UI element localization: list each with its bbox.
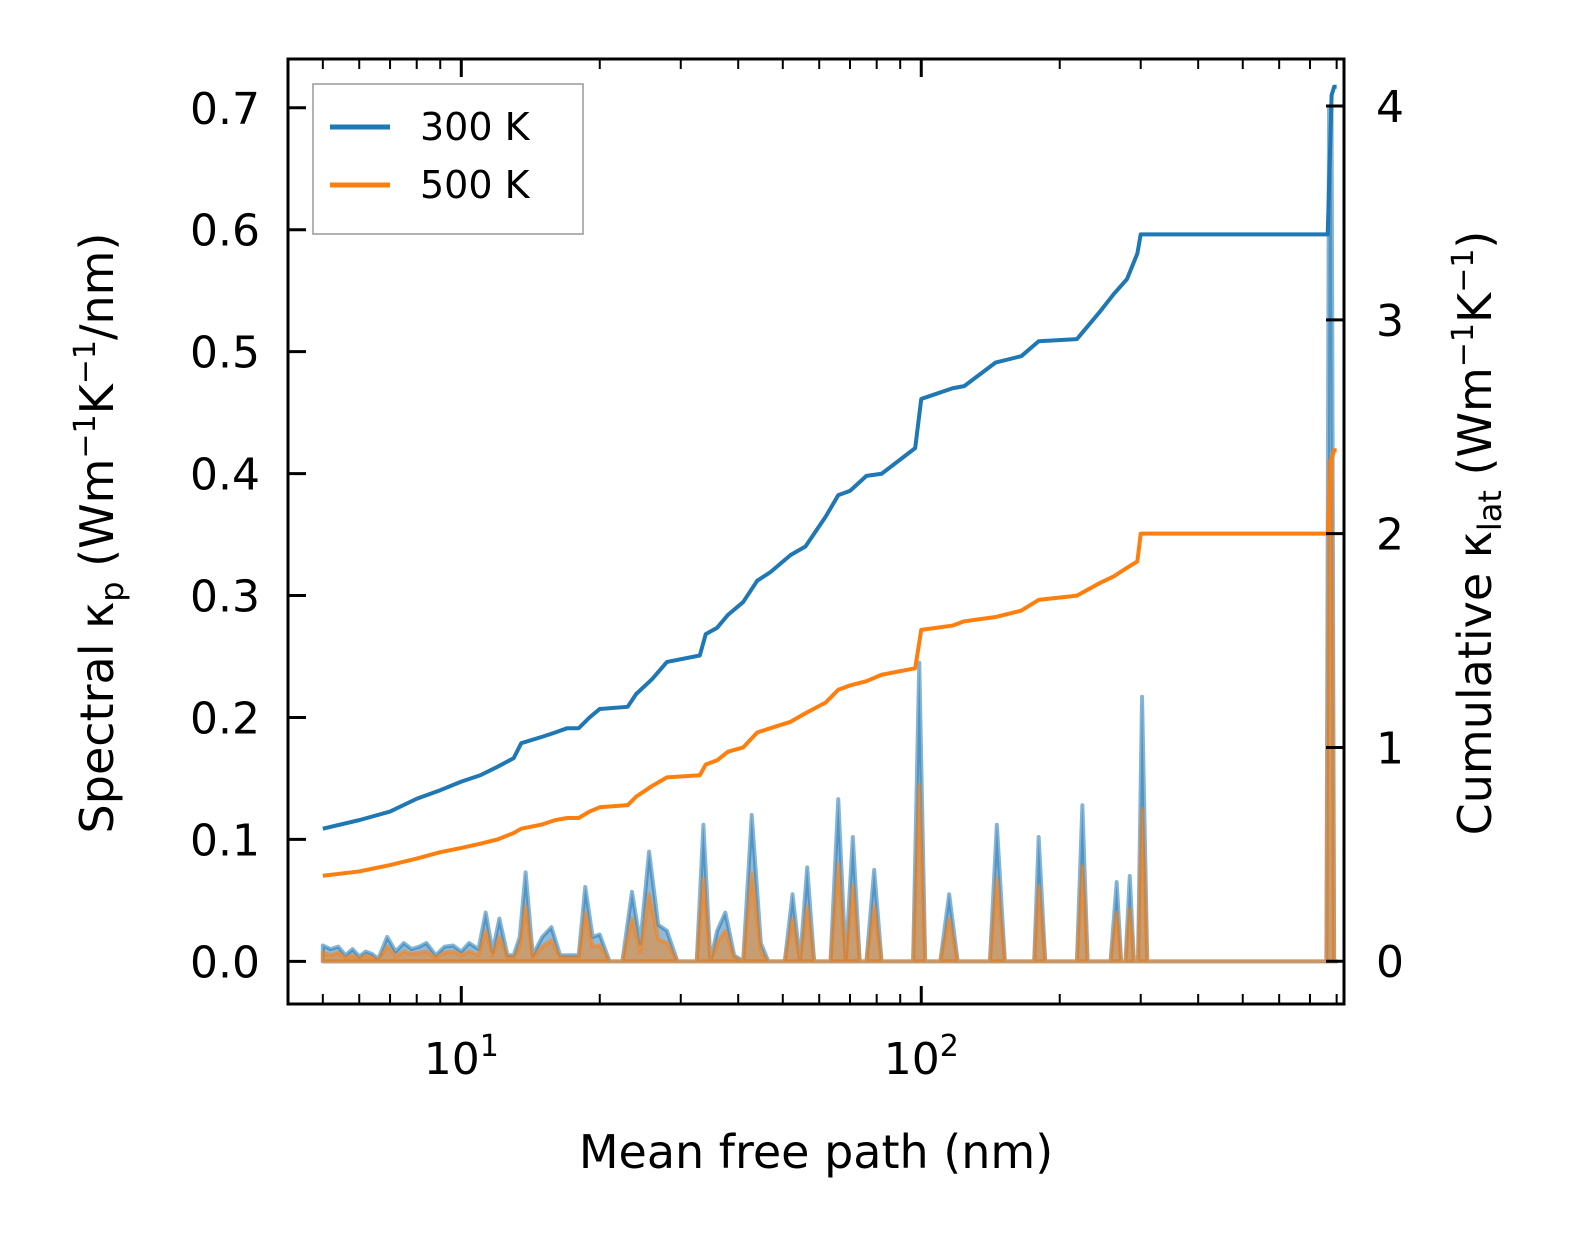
y-left-tick-label: 0.5 bbox=[190, 328, 260, 379]
y-left-tick-label: 0.3 bbox=[190, 572, 260, 623]
x-tick-label-10-1: 101 bbox=[424, 1029, 499, 1085]
plot-frame bbox=[286, 57, 1346, 1006]
y-right-tick-label: 4 bbox=[1376, 82, 1404, 133]
legend-label-300k: 300 K bbox=[420, 105, 531, 149]
y-right-axis-label: Cumulative κlat (Wm−1K−1) bbox=[1446, 231, 1509, 836]
y-right-tick-label: 3 bbox=[1376, 296, 1404, 347]
y-left-axis-label: Spectral κp (Wm−1K−1/nm) bbox=[68, 233, 131, 834]
legend-frame bbox=[312, 83, 584, 235]
y-left-tick-label: 0.2 bbox=[190, 693, 260, 744]
y-right-tick-label: 2 bbox=[1376, 510, 1404, 561]
cumulative-line-300k bbox=[322, 84, 1337, 831]
y-left-tick-label: 0.0 bbox=[190, 937, 260, 988]
spectral-area-500k bbox=[320, 459, 1339, 964]
cumulative-line-500k bbox=[322, 448, 1337, 878]
legend-label-500k: 500 K bbox=[420, 163, 531, 207]
y-left-tick-label: 0.4 bbox=[190, 450, 260, 501]
x-tick-label-10-2: 102 bbox=[884, 1029, 959, 1085]
x-axis-label: Mean free path (nm) bbox=[579, 1125, 1053, 1179]
y-left-tick-label: 0.6 bbox=[190, 206, 260, 257]
y-right-tick-label: 0 bbox=[1376, 937, 1404, 988]
plot-area bbox=[320, 84, 1339, 964]
y-left-tick-label: 0.7 bbox=[190, 84, 260, 135]
y-left-tick-label: 0.1 bbox=[190, 815, 260, 866]
legend: 300 K 500 K bbox=[312, 83, 584, 235]
axis-ticks bbox=[286, 57, 1346, 1006]
y-right-tick-label: 1 bbox=[1376, 723, 1404, 774]
